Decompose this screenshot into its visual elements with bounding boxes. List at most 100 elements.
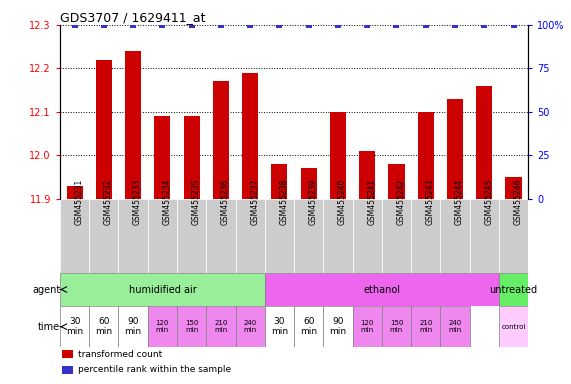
Text: 240
min: 240 min — [244, 320, 257, 333]
Text: GSM455236: GSM455236 — [221, 179, 230, 225]
Bar — [440, 306, 470, 348]
Text: 150
min: 150 min — [390, 320, 403, 333]
Point — [333, 22, 343, 28]
Bar — [206, 199, 236, 273]
Text: GDS3707 / 1629411_at: GDS3707 / 1629411_at — [60, 11, 206, 24]
Text: GSM455242: GSM455242 — [396, 179, 405, 225]
Point — [187, 22, 196, 28]
Bar — [60, 306, 89, 348]
Point — [451, 22, 460, 28]
Text: 90
min: 90 min — [329, 317, 347, 336]
Point — [392, 22, 401, 28]
Text: 90
min: 90 min — [124, 317, 142, 336]
Text: 150
min: 150 min — [185, 320, 198, 333]
Text: GSM455243: GSM455243 — [426, 179, 435, 225]
Point — [304, 22, 313, 28]
Text: GSM455238: GSM455238 — [279, 179, 288, 225]
Bar — [499, 306, 528, 348]
Bar — [447, 99, 463, 199]
Bar — [353, 306, 382, 348]
Bar — [89, 306, 119, 348]
Bar — [89, 199, 119, 273]
Point — [158, 22, 167, 28]
Point — [275, 22, 284, 28]
Point — [363, 22, 372, 28]
Bar — [148, 306, 177, 348]
Bar — [271, 164, 287, 199]
Bar — [206, 306, 236, 348]
Text: GSM455232: GSM455232 — [104, 179, 113, 225]
Bar — [62, 366, 73, 374]
Text: 210
min: 210 min — [419, 320, 432, 333]
Text: 30
min: 30 min — [66, 317, 83, 336]
Bar — [60, 273, 265, 306]
Point — [421, 22, 431, 28]
Text: control: control — [501, 324, 526, 330]
Bar — [499, 273, 528, 306]
Text: 240
min: 240 min — [448, 320, 461, 333]
Bar — [125, 51, 141, 199]
Bar — [177, 199, 206, 273]
Text: 60
min: 60 min — [95, 317, 112, 336]
Bar — [301, 168, 317, 199]
Bar — [62, 350, 73, 358]
Bar — [265, 273, 499, 306]
Bar — [294, 306, 323, 348]
Bar — [177, 306, 206, 348]
Bar — [154, 116, 170, 199]
Text: agent: agent — [32, 285, 61, 295]
Point — [99, 22, 108, 28]
Bar — [382, 199, 411, 273]
Bar — [119, 199, 148, 273]
Bar — [323, 199, 353, 273]
Text: GSM455239: GSM455239 — [309, 179, 317, 225]
Bar — [242, 73, 258, 199]
Bar — [440, 199, 470, 273]
Text: ethanol: ethanol — [363, 285, 400, 295]
Bar — [382, 306, 411, 348]
Bar — [330, 112, 346, 199]
Bar — [470, 199, 499, 273]
Text: percentile rank within the sample: percentile rank within the sample — [78, 366, 231, 374]
Bar — [67, 185, 83, 199]
Bar — [236, 199, 265, 273]
Text: humidified air: humidified air — [128, 285, 196, 295]
Bar — [96, 60, 112, 199]
Bar — [418, 112, 434, 199]
Text: 210
min: 210 min — [214, 320, 228, 333]
Bar — [213, 81, 229, 199]
Text: GSM455233: GSM455233 — [133, 179, 142, 225]
Bar — [265, 199, 294, 273]
Bar — [476, 86, 492, 199]
Bar — [265, 306, 294, 348]
Text: GSM455231: GSM455231 — [75, 179, 83, 225]
Bar — [119, 306, 148, 348]
Text: time: time — [38, 322, 61, 332]
Text: GSM455241: GSM455241 — [367, 179, 376, 225]
Text: 120
min: 120 min — [360, 320, 374, 333]
Bar — [359, 151, 375, 199]
Text: GSM455244: GSM455244 — [455, 179, 464, 225]
Bar — [148, 199, 177, 273]
Bar — [411, 199, 440, 273]
Point — [70, 22, 79, 28]
Text: GSM455245: GSM455245 — [484, 179, 493, 225]
Bar — [184, 116, 200, 199]
Text: GSM455235: GSM455235 — [192, 179, 200, 225]
Text: untreated: untreated — [489, 285, 538, 295]
Bar — [353, 199, 382, 273]
Text: GSM455246: GSM455246 — [513, 179, 522, 225]
Bar — [294, 199, 323, 273]
Text: 120
min: 120 min — [156, 320, 169, 333]
Text: GSM455240: GSM455240 — [338, 179, 347, 225]
Point — [509, 22, 518, 28]
Bar — [499, 199, 528, 273]
Text: 30
min: 30 min — [271, 317, 288, 336]
Bar — [411, 306, 440, 348]
Bar — [323, 306, 353, 348]
Point — [216, 22, 226, 28]
Text: GSM455234: GSM455234 — [162, 179, 171, 225]
Point — [246, 22, 255, 28]
Bar — [388, 164, 404, 199]
Text: GSM455237: GSM455237 — [250, 179, 259, 225]
